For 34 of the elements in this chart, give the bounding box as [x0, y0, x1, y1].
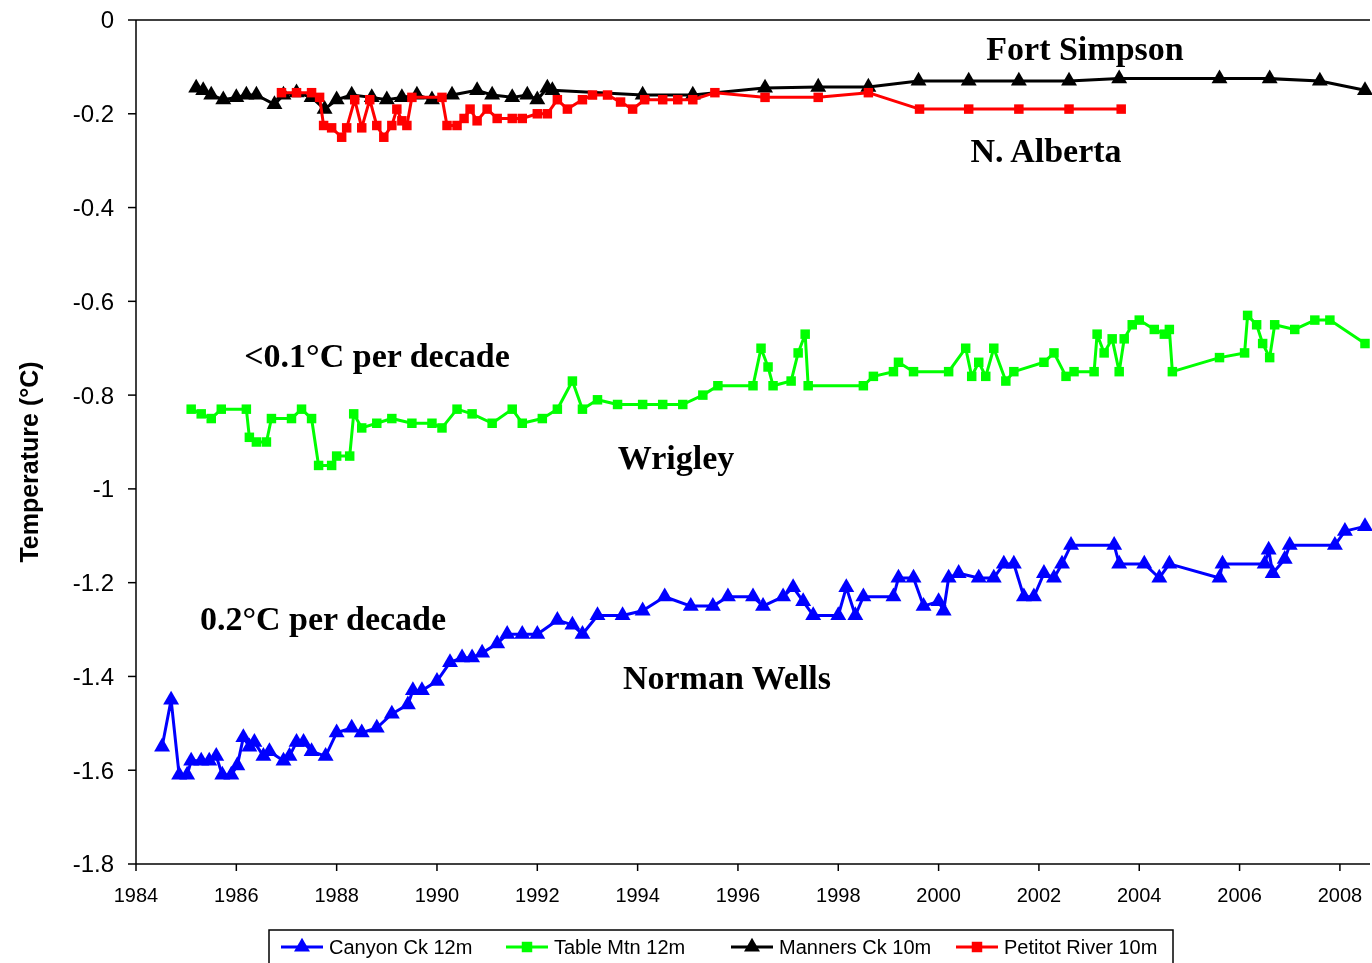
y-tick-label: -0.4 [72, 193, 114, 221]
annotation: Fort Simpson [986, 29, 1184, 67]
annotation: Wrigley [617, 438, 735, 476]
annotation: 0.2°C per decade [199, 599, 447, 637]
x-tick-label: 1994 [615, 884, 660, 906]
annotation: N. Alberta [970, 131, 1122, 169]
legend-label: Canyon Ck 12m [329, 936, 473, 958]
annotation: Norman Wells [622, 658, 832, 696]
y-tick-label: -0.6 [72, 287, 114, 315]
legend-label: Petitot River 10m [1004, 936, 1158, 958]
x-tick-label: 2004 [1117, 884, 1162, 906]
x-tick-label: 2002 [1016, 884, 1062, 906]
y-tick-label: -1.6 [72, 756, 114, 784]
y-tick-label: -1.4 [72, 662, 114, 690]
legend-label: Table Mtn 12m [554, 936, 686, 958]
annotation: <0.1°C per decade [244, 336, 510, 374]
y-tick-label: -0.2 [72, 100, 114, 128]
x-tick-label: 1998 [816, 884, 861, 906]
y-tick-label: 0 [100, 6, 114, 34]
y-axis-title: Temperature (°C) [15, 361, 43, 563]
x-tick-label: 2006 [1217, 884, 1262, 906]
y-tick-label: -1.8 [72, 850, 114, 878]
x-tick-label: 1984 [113, 884, 159, 906]
x-tick-label: 1986 [214, 884, 259, 906]
legend-label: Manners Ck 10m [779, 936, 932, 958]
y-tick-label: -1 [92, 475, 114, 503]
y-tick-label: -1.2 [72, 569, 114, 597]
x-tick-label: 1990 [414, 884, 460, 906]
x-tick-label: 1988 [314, 884, 359, 906]
x-tick-label: 2000 [916, 884, 961, 906]
y-tick-label: -0.8 [72, 381, 114, 409]
x-tick-label: 2008 [1317, 884, 1363, 906]
x-tick-label: 1992 [515, 884, 560, 906]
x-tick-label: 1996 [715, 884, 761, 906]
